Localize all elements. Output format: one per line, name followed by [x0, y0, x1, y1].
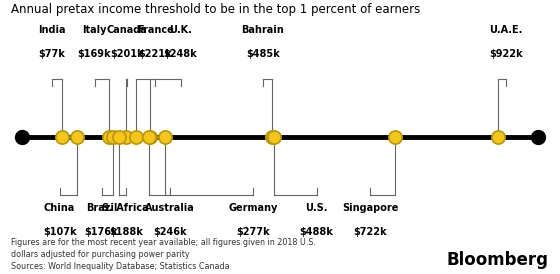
Text: $221k: $221k — [138, 49, 172, 59]
Text: Canada: Canada — [106, 25, 147, 35]
Text: $246k: $246k — [153, 227, 186, 237]
Text: Brazil: Brazil — [86, 203, 117, 213]
Text: $488k: $488k — [300, 227, 334, 237]
Text: $485k: $485k — [246, 49, 279, 59]
Text: $248k: $248k — [164, 49, 198, 59]
Text: U.S.: U.S. — [305, 203, 328, 213]
Text: Figures are for the most recent year available; all figures given in 2018 U.S.
d: Figures are for the most recent year ava… — [11, 238, 316, 271]
Text: $188k: $188k — [109, 227, 143, 237]
Text: $77k: $77k — [38, 49, 65, 59]
Text: U.A.E.: U.A.E. — [489, 25, 522, 35]
Text: $169k: $169k — [78, 49, 111, 59]
Text: S. Africa: S. Africa — [102, 203, 149, 213]
Text: $922k: $922k — [489, 49, 522, 59]
Text: $201k: $201k — [110, 49, 143, 59]
Text: Australia: Australia — [145, 203, 195, 213]
Text: Singapore: Singapore — [342, 203, 399, 213]
Text: India: India — [38, 25, 66, 35]
Text: $176k: $176k — [85, 227, 118, 237]
Text: U.K.: U.K. — [169, 25, 192, 35]
Text: Italy: Italy — [82, 25, 107, 35]
Text: France: France — [137, 25, 174, 35]
Text: China: China — [44, 203, 75, 213]
Text: Annual pretax income threshold to be in the top 1 percent of earners: Annual pretax income threshold to be in … — [11, 3, 421, 16]
Text: Bahrain: Bahrain — [241, 25, 284, 35]
Text: Bloomberg: Bloomberg — [447, 250, 549, 269]
Text: $277k: $277k — [236, 227, 270, 237]
Text: $107k: $107k — [43, 227, 76, 237]
Text: Germany: Germany — [228, 203, 278, 213]
Text: $722k: $722k — [353, 227, 387, 237]
